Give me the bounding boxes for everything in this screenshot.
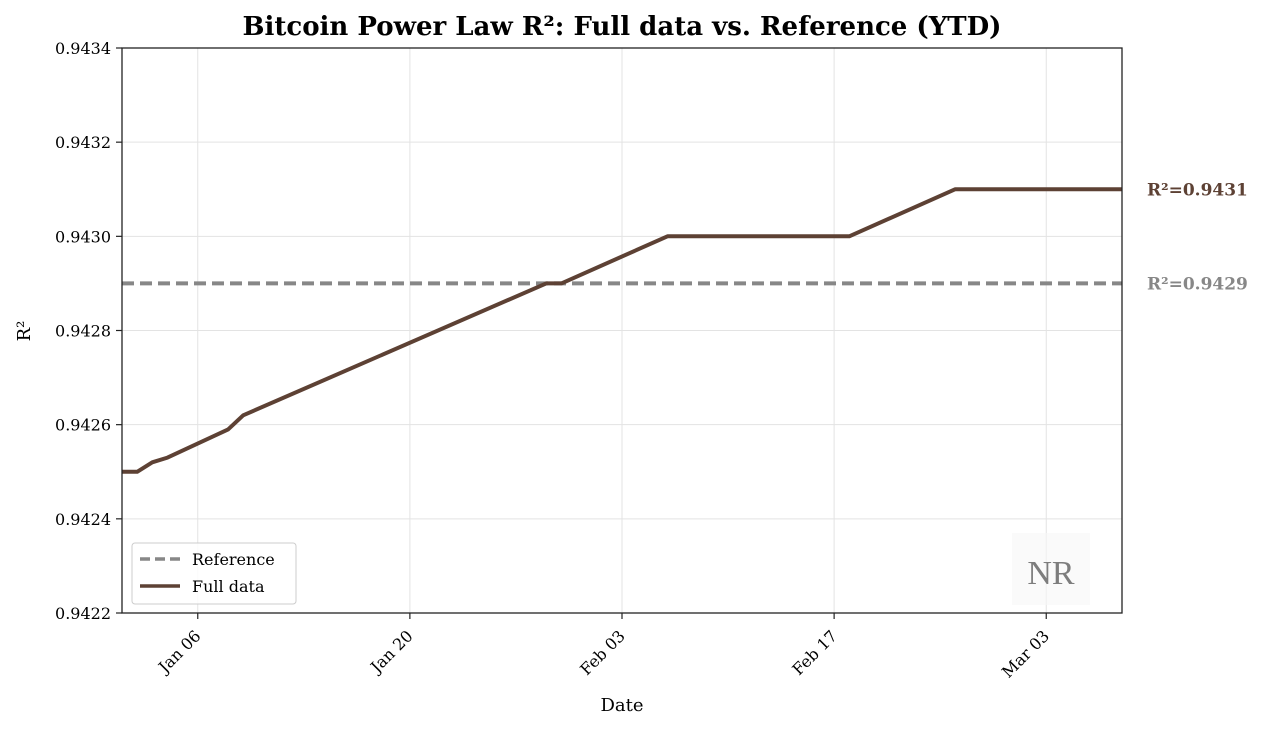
legend-label-reference: Reference [192,550,275,569]
x-tick-label: Feb 03 [576,626,629,679]
chart-title: Bitcoin Power Law R²: Full data vs. Refe… [243,12,1002,42]
legend[interactable]: Reference Full data [131,542,297,605]
series-line-full-data [122,187,1122,474]
end-label-reference: R²=0.9429 [1147,274,1248,294]
y-tick-label: 0.9432 [55,133,111,152]
x-axis: Jan 06 Jan 20 Feb 03 Feb 17 Mar 03 [153,613,1053,682]
end-label-full-data: R²=0.9431 [1147,180,1248,200]
y-tick-label: 0.9422 [55,604,111,623]
y-tick-label: 0.9434 [55,39,111,58]
y-axis: 0.9422 0.9424 0.9426 0.9428 0.9430 0.9432 0.94… [55,39,122,623]
y-tick-label: 0.9428 [55,322,111,341]
y-tick-label: 0.9430 [55,227,111,246]
x-tick-label: Jan 06 [153,626,204,677]
x-tick-label: Jan 20 [365,626,416,677]
end-labels: R²=0.9429 R²=0.9431 [1147,180,1248,294]
legend-label-full-data: Full data [192,577,265,596]
y-axis-label: R² [14,321,35,342]
y-tick-label: 0.9426 [55,416,111,435]
x-tick-label: Mar 03 [998,626,1053,681]
watermark-background [1012,533,1090,605]
grid [122,47,1122,614]
watermark-text: NR [1027,555,1075,592]
series-layer [122,187,1122,474]
watermark-logo: NR [1012,533,1090,605]
y-tick-label: 0.9424 [55,510,111,529]
x-axis-label: Date [600,695,643,716]
x-tick-label: Feb 17 [788,626,841,679]
